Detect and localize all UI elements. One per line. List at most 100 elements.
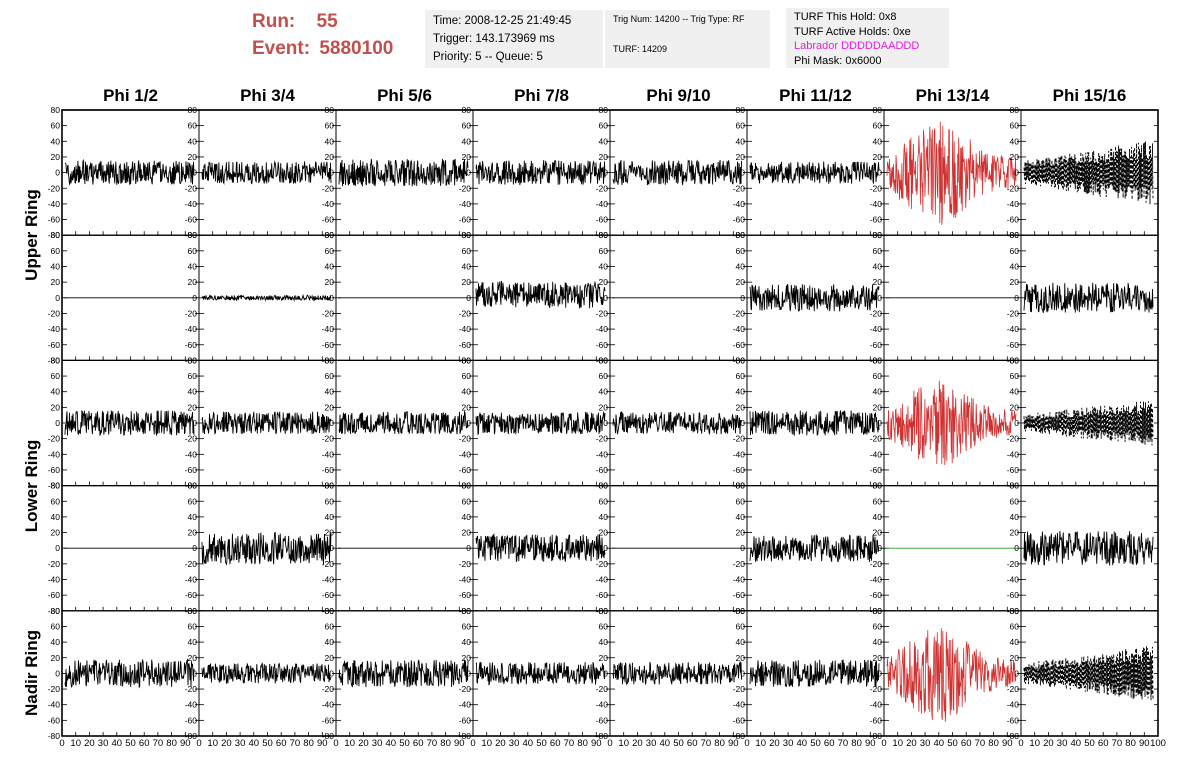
x-tick-label: 50 xyxy=(1084,738,1095,749)
y-tick-label: -60 xyxy=(1007,715,1020,725)
y-tick-label: 40 xyxy=(51,262,61,272)
waveform-trace xyxy=(338,410,469,435)
y-tick-label: -20 xyxy=(322,684,335,694)
y-tick-label: 20 xyxy=(51,528,61,538)
y-tick-label: -40 xyxy=(185,199,198,209)
y-tick-label: 0 xyxy=(877,418,882,428)
y-tick-label: 80 xyxy=(188,481,198,491)
x-tick-label: 50 xyxy=(262,738,273,749)
y-tick-label: -20 xyxy=(1007,434,1020,444)
y-tick-label: 20 xyxy=(462,402,472,412)
y-tick-label: -80 xyxy=(48,481,61,491)
waveform-trace xyxy=(749,284,880,312)
y-tick-label: 40 xyxy=(736,387,746,397)
y-tick-label: -60 xyxy=(1007,465,1020,475)
y-tick-label: 40 xyxy=(462,637,472,647)
x-tick-label: 50 xyxy=(947,738,958,749)
y-tick-label: -20 xyxy=(870,559,883,569)
y-tick-label: -40 xyxy=(459,199,472,209)
x-tick-label: 30 xyxy=(920,738,931,749)
y-tick-label: 80 xyxy=(462,355,472,365)
x-tick-label: 10 xyxy=(70,738,81,749)
x-tick-label: 10 xyxy=(344,738,355,749)
y-tick-label: 60 xyxy=(736,496,746,506)
y-tick-label: -20 xyxy=(185,434,198,444)
y-tick-label: -20 xyxy=(322,183,335,193)
y-tick-label: 40 xyxy=(599,262,609,272)
y-tick-label: 20 xyxy=(188,528,198,538)
y-tick-label: -20 xyxy=(185,183,198,193)
y-tick-label: 0 xyxy=(740,293,745,303)
y-tick-label: 80 xyxy=(325,230,335,240)
y-tick-label: -20 xyxy=(185,559,198,569)
y-tick-label: -20 xyxy=(870,183,883,193)
y-tick-label: -60 xyxy=(322,340,335,350)
y-tick-label: -20 xyxy=(596,308,609,318)
y-tick-label: 80 xyxy=(736,355,746,365)
y-tick-label: 80 xyxy=(599,606,609,616)
y-tick-label: -60 xyxy=(870,215,883,225)
y-tick-label: -20 xyxy=(48,183,61,193)
y-tick-label: -20 xyxy=(733,308,746,318)
y-tick-label: -40 xyxy=(596,449,609,459)
x-tick-label: 20 xyxy=(358,738,369,749)
y-tick-label: 20 xyxy=(736,528,746,538)
waveform-trace xyxy=(749,161,880,184)
y-tick-label: 80 xyxy=(188,355,198,365)
y-tick-label: -20 xyxy=(1007,183,1020,193)
y-tick-label: -40 xyxy=(870,449,883,459)
y-tick-label: 40 xyxy=(873,136,883,146)
y-tick-label: 20 xyxy=(599,152,609,162)
x-tick-label: 70 xyxy=(564,738,575,749)
y-tick-label: 60 xyxy=(188,121,198,131)
x-tick-label: 0 xyxy=(59,738,64,749)
y-tick-label: 20 xyxy=(462,528,472,538)
x-tick-label: 10 xyxy=(892,738,903,749)
waveform-trace xyxy=(475,159,606,186)
y-tick-label: 40 xyxy=(1010,637,1020,647)
waveform-trace xyxy=(886,628,1017,722)
y-tick-label: 0 xyxy=(877,543,882,553)
x-tick-label: 20 xyxy=(1043,738,1054,749)
waveform-trace xyxy=(612,159,742,186)
y-tick-label: 60 xyxy=(599,621,609,631)
x-tick-label: 50 xyxy=(810,738,821,749)
y-tick-label: 60 xyxy=(325,621,335,631)
waveform-trace xyxy=(1023,531,1154,566)
waveform-trace xyxy=(201,411,332,435)
y-tick-label: 60 xyxy=(51,621,61,631)
y-tick-label: 0 xyxy=(192,543,197,553)
y-tick-label: 20 xyxy=(599,528,609,538)
y-tick-label: 0 xyxy=(466,293,471,303)
y-tick-label: 0 xyxy=(329,293,334,303)
y-tick-label: 0 xyxy=(877,168,882,178)
y-tick-label: -60 xyxy=(870,340,883,350)
y-tick-label: 20 xyxy=(599,277,609,287)
y-tick-label: 0 xyxy=(1014,543,1019,553)
y-tick-label: -40 xyxy=(733,324,746,334)
y-tick-label: 40 xyxy=(51,136,61,146)
y-tick-label: -60 xyxy=(322,465,335,475)
x-tick-label: 70 xyxy=(838,738,849,749)
y-tick-label: 0 xyxy=(329,168,334,178)
y-tick-label: -20 xyxy=(459,434,472,444)
y-tick-label: 0 xyxy=(192,418,197,428)
y-tick-label: 20 xyxy=(188,152,198,162)
y-tick-label: -60 xyxy=(48,590,61,600)
y-tick-label: 60 xyxy=(188,621,198,631)
waveform-trace xyxy=(749,409,880,437)
x-tick-label: 40 xyxy=(249,738,260,749)
y-tick-label: 60 xyxy=(462,496,472,506)
phi-label: Phi 11/12 xyxy=(779,86,852,105)
y-tick-label: -80 xyxy=(48,606,61,616)
turf-active-holds: TURF Active Holds: 0xe xyxy=(794,25,911,38)
y-tick-label: -80 xyxy=(48,355,61,365)
y-tick-label: -20 xyxy=(322,308,335,318)
